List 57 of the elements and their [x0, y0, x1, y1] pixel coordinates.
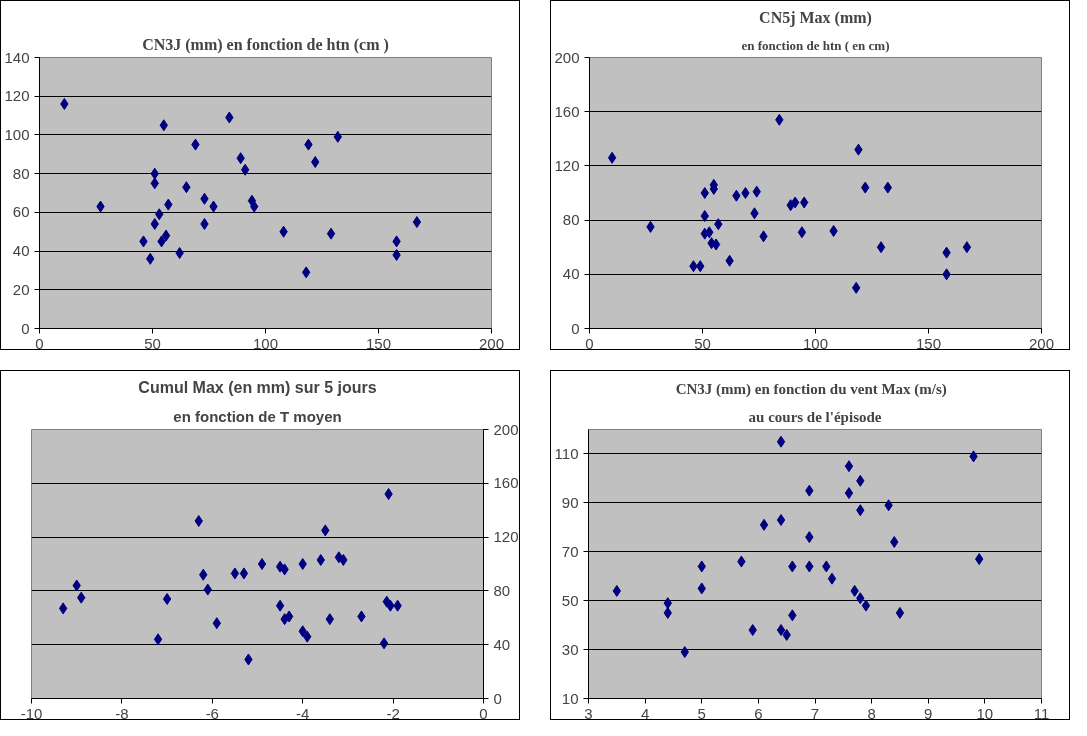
y-tick-label: 120: [4, 87, 30, 105]
x-tick-label: -10: [20, 704, 43, 722]
y-tick-label: 160: [554, 102, 580, 120]
x-tick-label: -4: [296, 704, 310, 722]
x-tick-label: -6: [205, 704, 219, 722]
x-tick-label: -8: [115, 704, 129, 722]
x-tick-label: 150: [915, 334, 942, 352]
y-tick-label: 0: [21, 319, 30, 337]
x-tick-label: 150: [365, 334, 392, 352]
y-tick-label: 140: [4, 48, 30, 66]
y-tick-label: 40: [562, 265, 580, 283]
x-tick-label: 10: [976, 704, 994, 722]
y-tick-label: 10: [561, 689, 579, 707]
x-tick-label: 11: [1033, 704, 1050, 722]
x-tick-label: 7: [810, 704, 820, 722]
y-tick-label: 80: [12, 164, 30, 182]
y-tick-label: 60: [12, 203, 30, 221]
y-tick-label: 160: [493, 474, 519, 492]
x-tick-label: 4: [640, 704, 650, 722]
y-tick-label: 0: [493, 689, 502, 707]
y-tick-label: 20: [12, 280, 30, 298]
y-tick-label: 0: [571, 319, 580, 337]
chart-title: CN3J (mm) en fonction de htn (cm ): [142, 35, 389, 54]
x-tick-label: 0: [479, 704, 488, 722]
y-tick-label: 200: [493, 420, 519, 438]
chart-title: Cumul Max (en mm) sur 5 jours: [138, 378, 377, 396]
x-tick-label: 200: [1028, 334, 1055, 352]
x-tick-label: 5: [697, 704, 706, 722]
y-tick-label: 120: [554, 156, 580, 174]
y-tick-label: 120: [493, 528, 519, 546]
y-tick-label: 90: [561, 493, 579, 511]
chart-title: CN5j Max (mm): [759, 8, 872, 27]
y-tick-label: 40: [493, 635, 511, 653]
y-tick-label: 70: [561, 542, 579, 560]
x-tick-label: 0: [35, 334, 44, 352]
x-tick-label: 0: [585, 334, 594, 352]
x-tick-label: 50: [694, 334, 711, 352]
y-tick-label: 100: [4, 125, 30, 143]
x-tick-label: 100: [252, 334, 279, 352]
chart-subtitle: en fonction de T moyen: [173, 407, 342, 425]
chart-subtitle: au cours de l'épisode: [748, 408, 882, 425]
x-tick-label: 100: [802, 334, 829, 352]
y-tick-label: 50: [561, 591, 579, 609]
x-tick-label: -2: [386, 704, 400, 722]
chart-title: CN3J (mm) en fonction du vent Max (m/s): [675, 380, 947, 398]
x-tick-label: 8: [867, 704, 876, 722]
x-tick-label: 9: [924, 704, 933, 722]
x-tick-label: 3: [584, 704, 593, 722]
x-tick-label: 50: [144, 334, 161, 352]
y-tick-label: 80: [562, 211, 580, 229]
y-tick-label: 80: [493, 581, 511, 599]
y-tick-label: 40: [12, 242, 30, 260]
y-tick-label: 30: [561, 640, 579, 658]
y-tick-label: 200: [554, 48, 580, 66]
chart-subtitle: en fonction de htn ( en cm): [741, 37, 890, 53]
x-tick-label: 6: [754, 704, 763, 722]
y-tick-label: 110: [554, 444, 579, 462]
